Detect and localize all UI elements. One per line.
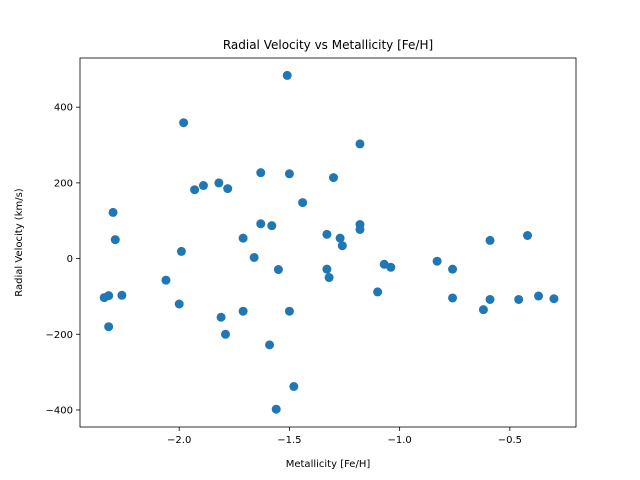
data-point	[223, 184, 233, 194]
y-tick-label: 0	[67, 254, 73, 265]
data-point	[179, 118, 189, 128]
data-point	[271, 404, 281, 414]
y-tick-label: 200	[54, 178, 73, 189]
x-tick-label: −2.0	[167, 435, 191, 446]
data-point	[176, 246, 186, 256]
data-point	[355, 224, 365, 234]
data-point	[324, 273, 334, 283]
data-point	[337, 241, 347, 251]
data-point	[238, 233, 248, 243]
y-axis-ticks: −400 −200 0 200 400	[46, 103, 80, 416]
data-point	[523, 230, 533, 240]
data-point	[256, 219, 266, 229]
data-point	[220, 329, 230, 339]
data-point	[448, 293, 458, 303]
data-point	[273, 265, 283, 275]
data-point	[249, 252, 259, 262]
y-tick-label: −400	[46, 405, 73, 416]
data-point	[214, 178, 224, 188]
data-point	[373, 287, 383, 297]
x-tick-label: −0.5	[498, 435, 522, 446]
data-point	[485, 294, 495, 304]
data-point	[355, 139, 365, 149]
data-point	[534, 291, 544, 301]
y-tick-label: −200	[46, 330, 73, 341]
data-point	[190, 185, 200, 195]
chart-title: Radial Velocity vs Metallicity [Fe/H]	[223, 38, 433, 52]
data-point	[514, 294, 524, 304]
data-point	[104, 322, 114, 332]
y-tick-label: 400	[54, 103, 73, 114]
data-point	[174, 299, 184, 309]
data-point	[108, 207, 118, 217]
y-axis-label: Radial Velocity (km/s)	[14, 188, 25, 296]
data-point	[267, 221, 277, 231]
data-point	[110, 235, 120, 245]
x-axis-label: Metallicity [Fe/H]	[286, 459, 371, 470]
data-point	[117, 290, 127, 300]
data-point	[329, 173, 339, 183]
data-point	[322, 229, 332, 239]
data-point	[284, 306, 294, 316]
plot-frame	[79, 57, 577, 428]
data-point	[289, 382, 299, 392]
data-point	[549, 294, 559, 304]
x-tick-label: −1.5	[277, 435, 301, 446]
data-point	[198, 181, 208, 191]
data-point	[478, 305, 488, 315]
data-point	[386, 262, 396, 272]
x-tick-label: −1.0	[387, 435, 411, 446]
data-point	[265, 340, 275, 350]
data-point	[448, 264, 458, 274]
data-point	[298, 198, 308, 208]
data-point	[282, 70, 292, 80]
data-point	[322, 264, 332, 274]
data-point	[256, 168, 266, 178]
data-point	[161, 275, 171, 285]
x-axis-ticks: −2.0 −1.5 −1.0 −0.5	[167, 427, 522, 446]
data-point	[216, 312, 226, 322]
data-point	[104, 291, 114, 301]
data-point	[284, 169, 294, 179]
data-point	[432, 256, 442, 266]
data-point	[238, 306, 248, 316]
data-point	[485, 235, 495, 245]
data-points	[99, 70, 559, 414]
data-point	[335, 233, 345, 243]
